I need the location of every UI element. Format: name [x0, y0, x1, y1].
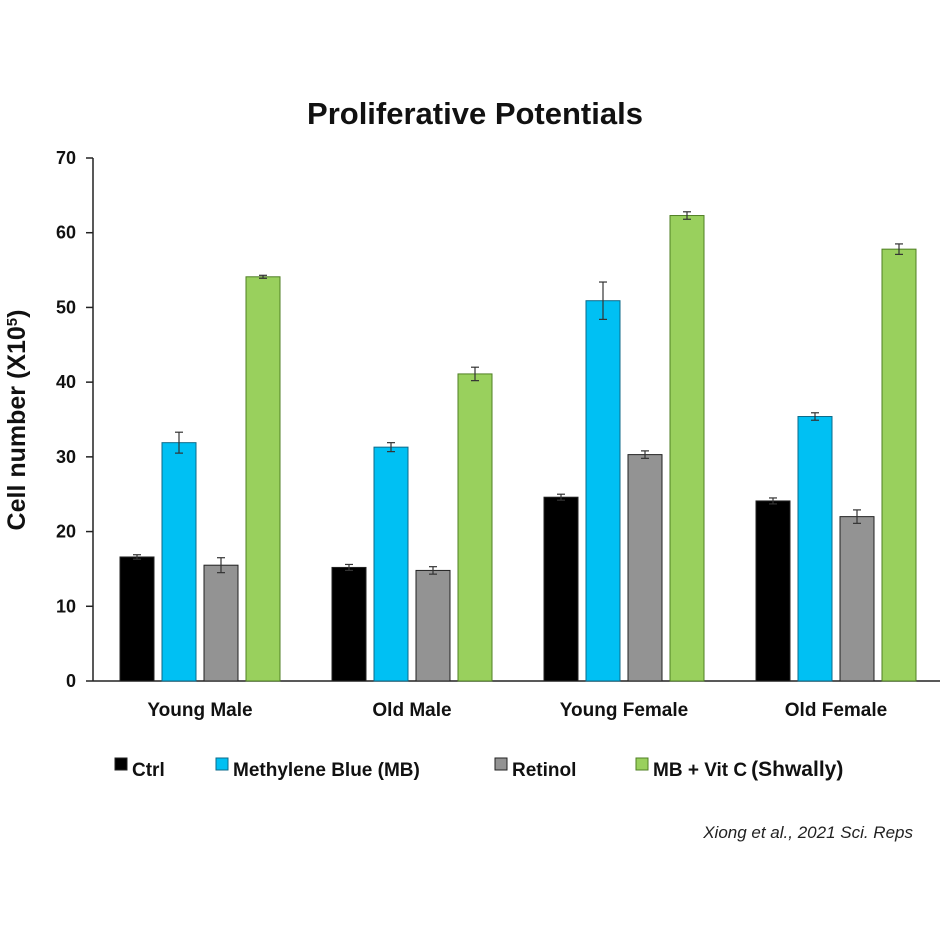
bar: [543, 496, 579, 682]
x-category-label: Old Female: [785, 700, 887, 721]
bar: [161, 442, 197, 682]
legend-label: Ctrl: [132, 760, 165, 781]
bar: [669, 215, 705, 682]
y-tick-label: 40: [56, 372, 76, 392]
legend-swatch: [494, 757, 508, 771]
bar: [119, 556, 155, 682]
legend-note: (Shwally): [751, 758, 843, 781]
x-category-labels: Young Male Old Male Young Female Old Female: [147, 700, 887, 721]
bar: [839, 516, 875, 682]
bar: [585, 300, 621, 682]
bar: [755, 500, 791, 682]
y-ticks: 0 10 20 30 40 50 60 70: [56, 148, 93, 691]
x-category-label: Young Male: [147, 700, 252, 721]
y-tick-label: 0: [66, 671, 76, 691]
error-bars: [133, 211, 903, 575]
legend-label: MB + Vit C (Shwally): [653, 758, 843, 781]
legend: Ctrl Methylene Blue (MB) Retinol MB + Vit C…: [114, 757, 843, 781]
chart-title: Proliferative Potentials: [307, 96, 643, 131]
y-tick-label: 70: [56, 148, 76, 168]
y-axis-label-main: Cell number (X10: [3, 326, 31, 530]
legend-label: Retinol: [512, 760, 576, 781]
y-tick-label: 50: [56, 297, 76, 317]
legend-label: Methylene Blue (MB): [233, 760, 420, 781]
y-axis-label-text: Cell number (X105): [3, 310, 31, 531]
x-category-label: Young Female: [560, 700, 688, 721]
bar: [881, 248, 917, 682]
bar: [373, 446, 409, 682]
y-tick-label: 10: [56, 596, 76, 616]
legend-swatch: [215, 757, 229, 771]
bar: [457, 373, 493, 682]
bar: [245, 276, 281, 682]
bar: [627, 454, 663, 682]
bars: [119, 215, 917, 682]
source-citation: Xiong et al., 2021 Sci. Reps: [702, 823, 913, 842]
y-axis-label-superscript: 5: [4, 318, 21, 326]
y-tick-label: 20: [56, 522, 76, 542]
y-tick-label: 30: [56, 447, 76, 467]
y-tick-label: 60: [56, 223, 76, 243]
bar: [203, 564, 239, 682]
bar: [415, 569, 451, 682]
legend-swatch: [635, 757, 649, 771]
bar: [797, 416, 833, 682]
y-axis-label: Cell number (X105): [3, 310, 31, 531]
bar: [331, 566, 367, 682]
legend-swatch: [114, 757, 128, 771]
y-axis-label-close: ): [3, 310, 31, 318]
x-category-label: Old Male: [372, 700, 451, 721]
